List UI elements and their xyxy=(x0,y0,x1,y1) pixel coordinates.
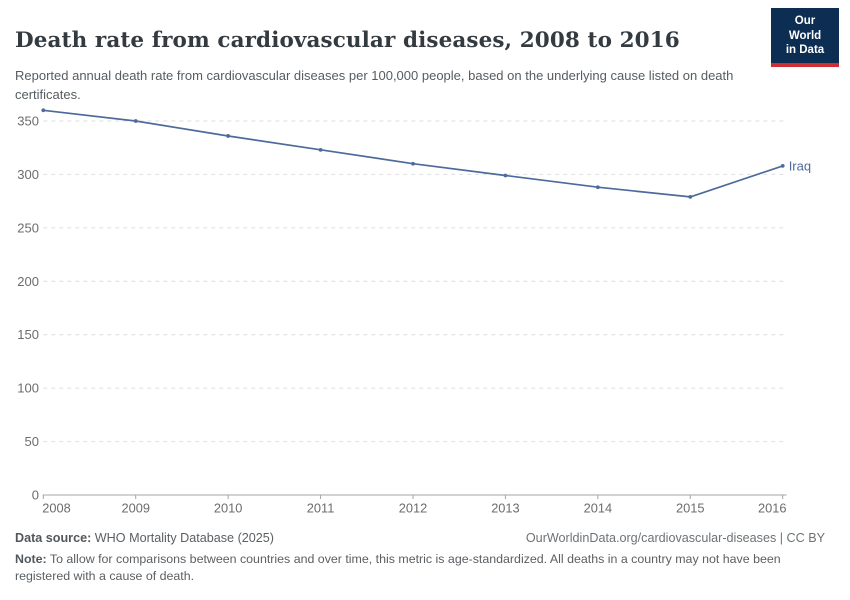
y-tick-label-0: 0 xyxy=(32,488,39,503)
data-point-iraq-2011[interactable] xyxy=(318,147,323,152)
y-tick-label-350: 350 xyxy=(17,113,39,128)
y-tick-label-250: 250 xyxy=(17,220,39,235)
data-point-iraq-2015[interactable] xyxy=(688,194,693,199)
data-point-iraq-2012[interactable] xyxy=(411,161,415,166)
data-point-iraq-2010[interactable] xyxy=(226,134,231,138)
x-tick-label-2015: 2015 xyxy=(676,501,704,516)
data-point-iraq-2009[interactable] xyxy=(133,119,138,123)
x-tick-label-2012: 2012 xyxy=(399,501,427,516)
chart-footer: Data source: WHO Mortality Database (202… xyxy=(15,531,825,585)
x-tick-label-2014: 2014 xyxy=(584,501,612,516)
data-source-value: WHO Mortality Database (2025) xyxy=(91,531,274,545)
owid-logo: Our World in Data xyxy=(771,8,839,68)
note-label: Note: xyxy=(15,552,47,566)
y-tick-label-150: 150 xyxy=(17,327,39,342)
x-tick-label-2010: 2010 xyxy=(214,501,242,516)
entity-label-iraq[interactable]: Iraq xyxy=(789,158,811,173)
y-tick-label-100: 100 xyxy=(17,381,39,396)
owid-logo-line1: Our World xyxy=(788,15,822,42)
x-tick-label-2016: 2016 xyxy=(758,501,786,516)
data-point-iraq-2014[interactable] xyxy=(595,185,600,190)
x-tick-label-2009: 2009 xyxy=(121,501,149,516)
data-source: Data source: WHO Mortality Database (202… xyxy=(15,531,274,545)
data-source-label: Data source: xyxy=(15,531,92,545)
source-row: Data source: WHO Mortality Database (202… xyxy=(15,531,825,545)
series-line-iraq[interactable] xyxy=(43,109,783,198)
y-tick-label-300: 300 xyxy=(17,167,39,182)
data-point-iraq-2016[interactable] xyxy=(780,163,785,168)
data-point-iraq-2013[interactable] xyxy=(503,173,508,178)
owid-logo-line2: in Data xyxy=(785,44,825,57)
x-tick-label-2013: 2013 xyxy=(491,501,519,516)
y-tick-label-200: 200 xyxy=(17,274,39,289)
chart-subtitle: Reported annual death rate from cardiova… xyxy=(15,68,734,103)
y-tick-label-50: 50 xyxy=(25,434,39,449)
chart-note: Note: To allow for comparisons between c… xyxy=(15,551,825,585)
data-point-iraq-2008[interactable] xyxy=(41,108,46,113)
x-tick-label-2008: 2008 xyxy=(42,501,70,516)
owid-cc-link[interactable]: OurWorldinData.org/cardiovascular-diseas… xyxy=(525,531,825,545)
x-tick-label-2011: 2011 xyxy=(307,501,335,516)
line-chart[interactable]: 0 50 100 150 200 250 300 350 2008 2009 2010 2011 201… xyxy=(0,95,850,527)
note-text: To allow for comparisons between countri… xyxy=(15,552,781,584)
page-title: Death rate from cardiovascular diseases,… xyxy=(15,28,680,54)
